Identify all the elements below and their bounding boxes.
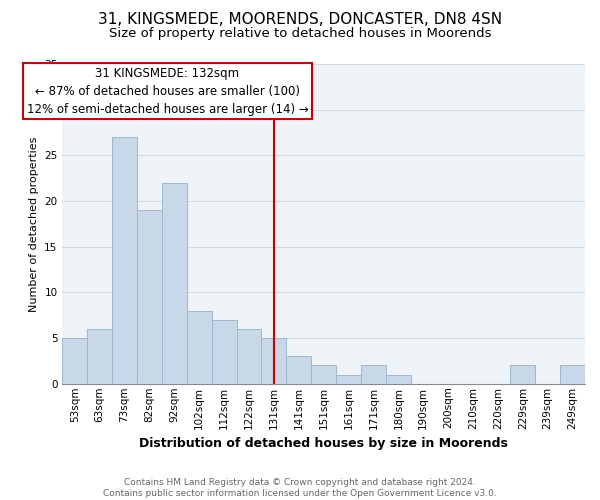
Bar <box>236 329 262 384</box>
Y-axis label: Number of detached properties: Number of detached properties <box>29 136 38 312</box>
X-axis label: Distribution of detached houses by size in Moorends: Distribution of detached houses by size … <box>139 437 508 450</box>
Text: 31, KINGSMEDE, MOORENDS, DONCASTER, DN8 4SN: 31, KINGSMEDE, MOORENDS, DONCASTER, DN8 … <box>98 12 502 28</box>
Text: Contains HM Land Registry data © Crown copyright and database right 2024.
Contai: Contains HM Land Registry data © Crown c… <box>103 478 497 498</box>
Bar <box>311 366 336 384</box>
Bar <box>336 374 361 384</box>
Bar <box>187 310 212 384</box>
Bar <box>386 374 411 384</box>
Bar <box>286 356 311 384</box>
Bar <box>262 338 286 384</box>
Bar <box>137 210 162 384</box>
Bar <box>162 183 187 384</box>
Text: Size of property relative to detached houses in Moorends: Size of property relative to detached ho… <box>109 28 491 40</box>
Bar <box>212 320 236 384</box>
Text: 31 KINGSMEDE: 132sqm
← 87% of detached houses are smaller (100)
12% of semi-deta: 31 KINGSMEDE: 132sqm ← 87% of detached h… <box>26 67 308 116</box>
Bar <box>62 338 87 384</box>
Bar <box>361 366 386 384</box>
Bar <box>87 329 112 384</box>
Bar <box>560 366 585 384</box>
Bar <box>112 137 137 384</box>
Bar <box>511 366 535 384</box>
